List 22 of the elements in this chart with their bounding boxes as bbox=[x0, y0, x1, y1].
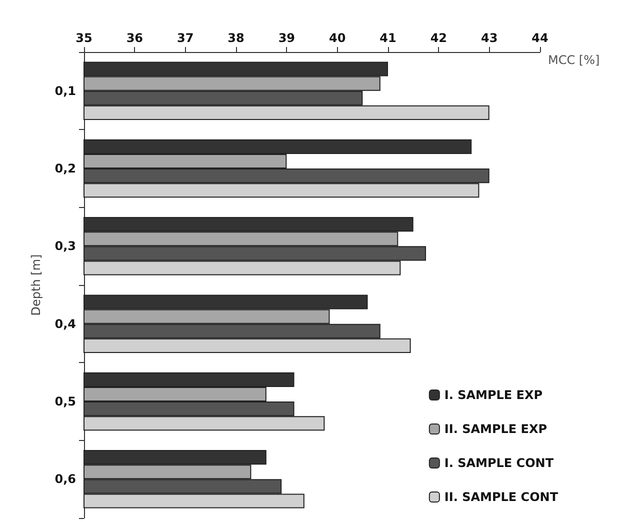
x-tick-label: 38 bbox=[228, 31, 244, 45]
x-tick-label: 39 bbox=[278, 31, 296, 45]
y-tick-label: 0,4 bbox=[54, 316, 76, 331]
x-tick-label: 40 bbox=[328, 31, 346, 45]
x-tick-label: 36 bbox=[126, 31, 144, 45]
x-tick-label: 43 bbox=[480, 31, 498, 45]
y-tick-label: 0,1 bbox=[54, 84, 76, 98]
y-tick-label: 0,5 bbox=[54, 394, 76, 408]
y-tick-label: 0,6 bbox=[54, 472, 76, 486]
x-tick-label: 37 bbox=[176, 31, 194, 45]
x-tick-label: 41 bbox=[380, 31, 396, 45]
y-axis-title: Depth [m] bbox=[29, 254, 43, 316]
legend-label: II. SAMPLE CONT bbox=[444, 490, 559, 504]
x-axis-title: MCC [%] bbox=[548, 53, 600, 67]
x-tick-label: 42 bbox=[430, 31, 448, 45]
y-tick-label: 0,2 bbox=[54, 162, 76, 176]
y-tick-label: 0,3 bbox=[54, 239, 76, 254]
legend-label: II. SAMPLE EXP bbox=[444, 422, 548, 436]
legend-label: I. SAMPLE EXP bbox=[444, 388, 543, 402]
x-tick-label: 35 bbox=[76, 31, 92, 45]
x-tick-label: 44 bbox=[532, 31, 548, 45]
legend-label: I. SAMPLE CONT bbox=[444, 456, 554, 470]
